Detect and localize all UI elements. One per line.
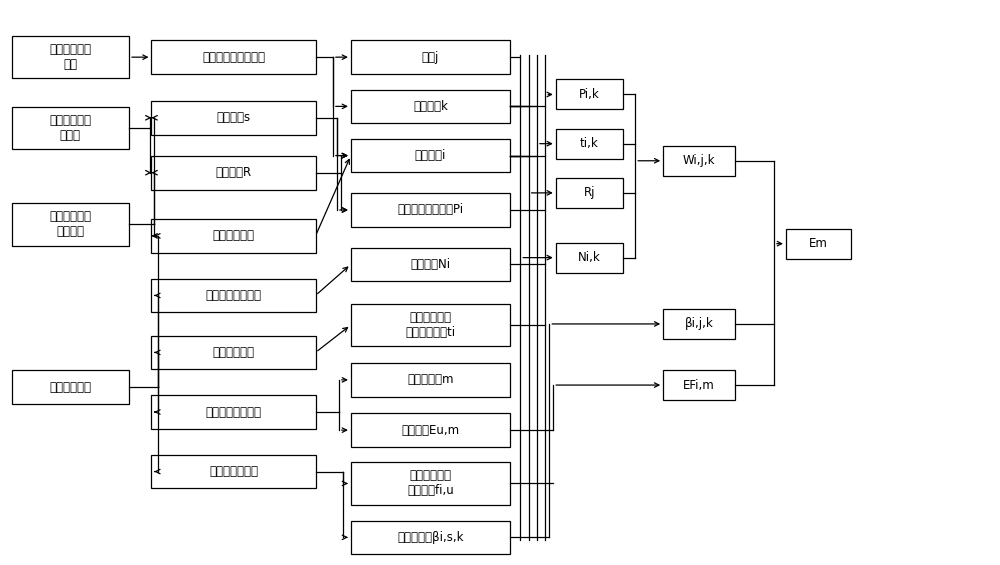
Text: 机械类型i: 机械类型i xyxy=(415,149,446,162)
Bar xyxy=(351,139,510,172)
Text: 平均额定输出功率Pi: 平均额定输出功率Pi xyxy=(397,203,463,216)
Text: 土壤地体数字
化数据库: 土壤地体数字 化数据库 xyxy=(49,211,91,238)
Text: 农业机械调研: 农业机械调研 xyxy=(49,381,91,394)
Text: Pi,k: Pi,k xyxy=(579,88,600,101)
Bar xyxy=(151,156,316,189)
Bar xyxy=(12,36,129,79)
Bar xyxy=(12,203,129,246)
Text: 不同排放标准
所占比例fi,u: 不同排放标准 所占比例fi,u xyxy=(407,470,454,498)
Text: Em: Em xyxy=(809,237,828,250)
Text: 目标作物类型
确定: 目标作物类型 确定 xyxy=(49,43,91,71)
Bar xyxy=(556,80,623,110)
Bar xyxy=(556,178,623,208)
Bar xyxy=(12,370,129,404)
Text: 农业机械类型: 农业机械类型 xyxy=(212,229,254,242)
Bar xyxy=(663,370,735,400)
Bar xyxy=(663,146,735,176)
Bar xyxy=(351,193,510,227)
Bar xyxy=(351,89,510,123)
Text: 排放标准参数收集: 排放标准参数收集 xyxy=(205,406,261,419)
Bar xyxy=(786,229,851,259)
Bar xyxy=(351,520,510,554)
Text: 使用次数参数收集: 使用次数参数收集 xyxy=(205,289,261,302)
Text: 排放标准Eu,m: 排放标准Eu,m xyxy=(401,424,459,437)
Text: 网格j: 网格j xyxy=(422,51,439,64)
Text: βi,j,k: βi,j,k xyxy=(685,318,713,331)
Bar xyxy=(351,413,510,447)
Bar xyxy=(151,101,316,134)
Text: Wi,j,k: Wi,j,k xyxy=(683,154,715,167)
Text: 土地斜率s: 土地斜率s xyxy=(216,111,251,124)
Bar xyxy=(151,40,316,74)
Text: 污染物种类m: 污染物种类m xyxy=(407,373,454,386)
Text: 机械使用率βi,s,k: 机械使用率βi,s,k xyxy=(397,531,464,544)
Text: 目标作物k: 目标作物k xyxy=(413,100,448,113)
Bar xyxy=(556,242,623,273)
Text: 平均单位面积
工作所需时长ti: 平均单位面积 工作所需时长ti xyxy=(405,311,455,339)
Text: 使用次数Ni: 使用次数Ni xyxy=(410,258,450,271)
Bar xyxy=(351,247,510,281)
Text: EFi,m: EFi,m xyxy=(683,379,715,392)
Text: Ni,k: Ni,k xyxy=(578,251,601,264)
Text: 目标作物网格化分布: 目标作物网格化分布 xyxy=(202,51,265,64)
Bar xyxy=(151,455,316,488)
Text: 土壤粘度R: 土壤粘度R xyxy=(215,166,252,179)
Text: Rj: Rj xyxy=(584,186,595,199)
Text: ti,k: ti,k xyxy=(580,137,599,150)
Bar xyxy=(663,309,735,339)
Bar xyxy=(151,395,316,429)
Bar xyxy=(12,107,129,149)
Bar xyxy=(151,279,316,312)
Bar xyxy=(556,129,623,159)
Text: 卫星数据采集
与解译: 卫星数据采集 与解译 xyxy=(49,114,91,142)
Text: 运行参数收集: 运行参数收集 xyxy=(212,346,254,359)
Bar xyxy=(351,462,510,505)
Text: 使用率参数收集: 使用率参数收集 xyxy=(209,465,258,478)
Bar xyxy=(351,40,510,74)
Bar xyxy=(351,363,510,397)
Bar xyxy=(351,304,510,346)
Bar xyxy=(151,336,316,370)
Bar xyxy=(151,219,316,253)
